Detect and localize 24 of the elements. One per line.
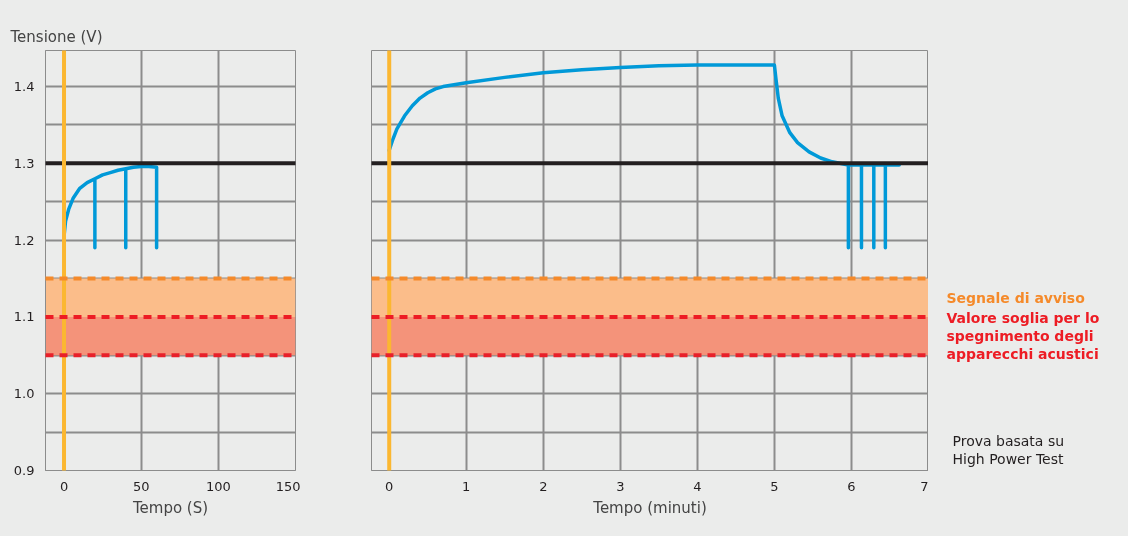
x-axis-title: Tempo (S): [131, 498, 209, 517]
y-tick-label: 1.0: [13, 386, 35, 402]
x-tick-label: 3: [616, 478, 625, 494]
y-tick-label: 1.4: [13, 79, 35, 95]
x-axis-title: Tempo (minuti): [592, 498, 707, 517]
x-tick-label: 0: [59, 478, 69, 494]
y-tick-label: 0.9: [13, 463, 35, 478]
x-tick-label: 4: [693, 478, 702, 494]
x-tick-label: 6: [847, 478, 856, 494]
x-tick-label: 2: [539, 478, 548, 494]
x-tick-label: 5: [770, 478, 779, 494]
text: Prova basata su High Power Test: [952, 432, 1065, 467]
x-tick-label: 50: [132, 478, 150, 494]
x-tick-label: 7: [920, 478, 929, 494]
y-tick-label: 1.1: [13, 309, 35, 325]
x-tick-label: 1: [462, 478, 471, 494]
band-label: Segnale di avviso: [946, 289, 1086, 306]
x-tick-label: 0: [385, 478, 394, 494]
y-tick-label: 1.3: [13, 155, 35, 171]
y-axis-title: Tensione (V): [9, 27, 103, 46]
x-tick-label: 150: [275, 478, 301, 494]
x-tick-label: 100: [205, 478, 231, 494]
band-label: Valore soglia per lo spegnimento degli apparecchi acustici: [946, 310, 1100, 363]
y-tick-label: 1.2: [13, 232, 35, 248]
